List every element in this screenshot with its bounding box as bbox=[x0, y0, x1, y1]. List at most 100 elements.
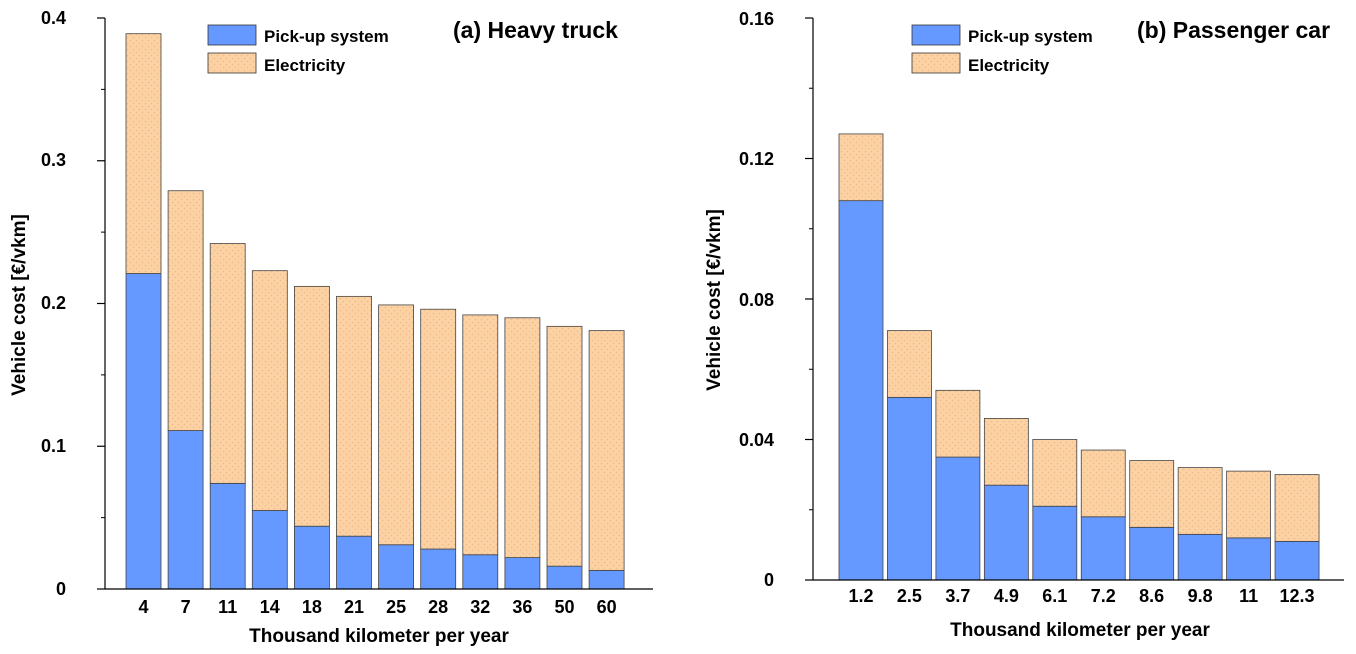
bar-pickup-system bbox=[546, 565, 583, 590]
bar-electricity bbox=[378, 304, 415, 546]
chart-heavy-truck: (a) Heavy truck Vehicle cost [€/vkm] Tho… bbox=[9, 8, 653, 647]
y-tick-label: 0.04 bbox=[739, 430, 774, 450]
bar-pickup-system bbox=[462, 554, 499, 590]
bar-electricity bbox=[983, 418, 1029, 486]
bar-electricity bbox=[838, 133, 884, 202]
bar-electricity bbox=[336, 295, 372, 537]
x-tick-label: 6.1 bbox=[1042, 586, 1067, 606]
y-tick-label: 0 bbox=[764, 570, 774, 590]
bar-pickup-system bbox=[293, 525, 330, 590]
x-tick-label: 11 bbox=[218, 597, 237, 617]
x-tick-label: 21 bbox=[344, 597, 364, 617]
bar-electricity bbox=[887, 330, 932, 398]
bar-pickup-system bbox=[887, 396, 932, 581]
bars bbox=[125, 33, 625, 590]
chart-passenger-car: (b) Passenger car Vehicle cost [€/vkm] T… bbox=[704, 9, 1344, 641]
bar-electricity bbox=[125, 33, 162, 274]
bar-electricity bbox=[1129, 460, 1175, 528]
legend-label-pickup: Pick-up system bbox=[968, 27, 1093, 46]
legend: Pick-up system Electricity bbox=[207, 24, 389, 75]
x-tick-label: 2.5 bbox=[897, 586, 922, 606]
bar-pickup-system bbox=[167, 430, 204, 590]
bar-electricity bbox=[1032, 439, 1078, 507]
bar-pickup-system bbox=[1177, 533, 1223, 581]
bar-electricity bbox=[251, 270, 288, 511]
bar-pickup-system bbox=[336, 535, 372, 590]
bar-electricity bbox=[420, 308, 457, 550]
bar-pickup-system bbox=[504, 557, 541, 590]
bar-pickup-system bbox=[935, 456, 981, 581]
x-tick-label: 18 bbox=[302, 597, 322, 617]
legend-swatch-electricity bbox=[911, 52, 961, 74]
bar-electricity bbox=[588, 330, 625, 571]
bar-pickup-system bbox=[838, 200, 884, 581]
bar-pickup-system bbox=[251, 510, 288, 590]
y-axis-title: Vehicle cost [€/vkm] bbox=[9, 214, 30, 396]
y-tick-label: 0.3 bbox=[41, 150, 66, 170]
x-tick-label: 28 bbox=[428, 597, 448, 617]
bar-pickup-system bbox=[983, 484, 1029, 581]
bar-electricity bbox=[462, 314, 499, 556]
x-tick-label: 14 bbox=[260, 597, 280, 617]
x-tick-label: 11 bbox=[1239, 586, 1258, 606]
x-axis-title: Thousand kilometer per year bbox=[950, 620, 1210, 641]
y-tick-label: 0.16 bbox=[739, 9, 774, 29]
y-axis: 0 0.1 0.2 0.3 0.4 bbox=[41, 8, 653, 599]
bar-pickup-system bbox=[1129, 526, 1175, 581]
x-tick-label: 7.2 bbox=[1091, 586, 1116, 606]
chart-title: (b) Passenger car bbox=[1137, 17, 1330, 43]
bar-pickup-system bbox=[1032, 505, 1078, 581]
y-axis-title: Vehicle cost [€/vkm] bbox=[704, 209, 725, 391]
bar-pickup-system bbox=[378, 544, 415, 590]
bar-electricity bbox=[209, 243, 246, 484]
y-tick-label: 0.4 bbox=[41, 8, 66, 28]
bar-pickup-system bbox=[1274, 540, 1320, 581]
x-tick-label: 25 bbox=[386, 597, 406, 617]
y-tick-label: 0.08 bbox=[739, 290, 774, 310]
x-tick-label: 32 bbox=[470, 597, 490, 617]
x-tick-label: 8.6 bbox=[1139, 586, 1164, 606]
legend-label-pickup: Pick-up system bbox=[264, 27, 389, 46]
x-tick-label: 1.2 bbox=[848, 586, 873, 606]
x-axis-title: Thousand kilometer per year bbox=[249, 626, 509, 647]
bar-electricity bbox=[1226, 470, 1271, 539]
x-tick-label: 7 bbox=[181, 597, 191, 617]
bar-electricity bbox=[1177, 467, 1223, 535]
x-tick-label: 4 bbox=[138, 597, 148, 617]
bar-pickup-system bbox=[1226, 537, 1271, 581]
bar-pickup-system bbox=[125, 273, 162, 590]
x-tick-labels: 1.2 2.5 3.7 4.9 6.1 7.2 8.6 9.8 11 12.3 bbox=[848, 586, 1314, 606]
x-tick-label: 4.9 bbox=[994, 586, 1019, 606]
y-tick-label: 0.12 bbox=[739, 149, 774, 169]
y-axis: 0 0.04 0.08 0.12 0.16 bbox=[739, 9, 1344, 590]
bar-pickup-system bbox=[1080, 516, 1126, 581]
legend: Pick-up system Electricity bbox=[911, 24, 1093, 75]
x-tick-label: 36 bbox=[512, 597, 532, 617]
bar-electricity bbox=[293, 285, 330, 527]
legend-swatch-pickup bbox=[207, 24, 257, 46]
bar-electricity bbox=[1274, 474, 1320, 542]
bar-pickup-system bbox=[588, 570, 625, 590]
bar-electricity bbox=[504, 317, 541, 558]
x-tick-label: 50 bbox=[554, 597, 574, 617]
legend-label-electricity: Electricity bbox=[264, 56, 346, 75]
bar-electricity bbox=[546, 325, 583, 567]
legend-swatch-electricity bbox=[207, 52, 257, 74]
legend-swatch-pickup bbox=[911, 24, 961, 46]
bar-electricity bbox=[1080, 449, 1126, 518]
y-tick-label: 0.1 bbox=[41, 436, 66, 456]
y-tick-label: 0 bbox=[56, 579, 66, 599]
bar-pickup-system bbox=[209, 482, 246, 590]
x-tick-label: 12.3 bbox=[1280, 586, 1315, 606]
x-tick-label: 3.7 bbox=[945, 586, 970, 606]
x-tick-label: 60 bbox=[597, 597, 617, 617]
bar-electricity bbox=[935, 389, 981, 458]
chart-title: (a) Heavy truck bbox=[453, 17, 618, 43]
y-tick-label: 0.2 bbox=[41, 293, 66, 313]
bar-pickup-system bbox=[420, 548, 457, 590]
bar-electricity bbox=[167, 190, 204, 431]
x-tick-labels: 4 7 11 14 18 21 25 28 32 36 50 60 bbox=[138, 597, 616, 617]
x-tick-label: 9.8 bbox=[1188, 586, 1213, 606]
legend-label-electricity: Electricity bbox=[968, 56, 1050, 75]
